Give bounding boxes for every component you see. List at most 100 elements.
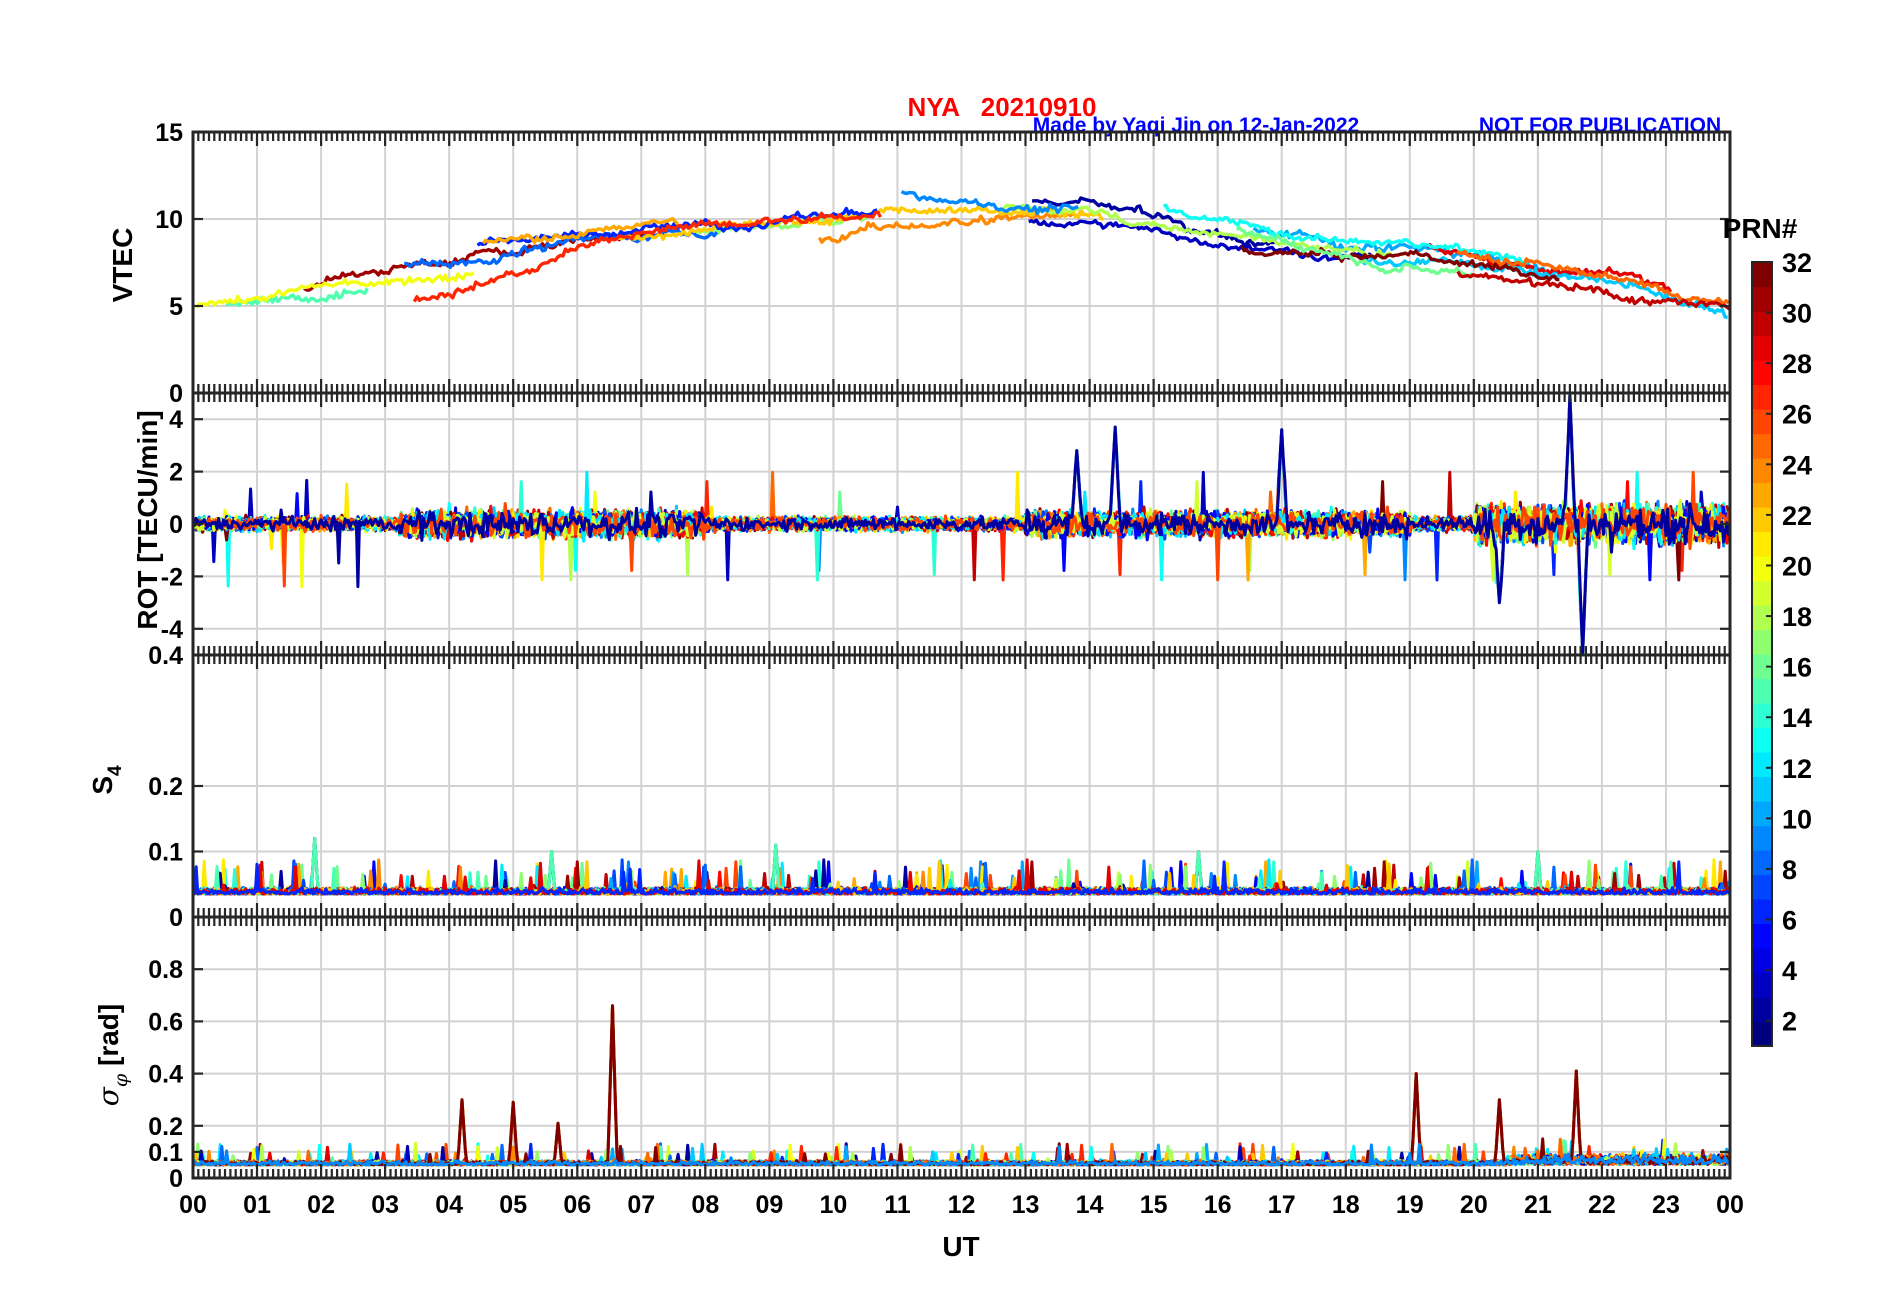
x-tick-label: 20 — [1460, 1191, 1488, 1219]
colorbar-tick-label: 28 — [1782, 349, 1812, 379]
colorbar-segment — [1752, 580, 1772, 606]
colorbar-segment — [1752, 752, 1772, 778]
vtec-series-prn-24 — [817, 209, 1085, 244]
colorbar-tick-label: 32 — [1782, 248, 1812, 278]
colorbar-segment — [1752, 923, 1772, 949]
colorbar-segment — [1752, 482, 1772, 508]
x-tick-label: 19 — [1396, 1191, 1424, 1219]
x-axis-label: UT — [942, 1231, 979, 1262]
rot-y-tick-label: 0 — [169, 511, 183, 539]
x-tick-label: 23 — [1652, 1191, 1680, 1219]
x-tick-label: 02 — [307, 1191, 335, 1219]
colorbar-tick-label: 18 — [1782, 602, 1812, 632]
x-tick-label: 14 — [1076, 1191, 1104, 1219]
rot-y-tick-label: 4 — [169, 406, 183, 434]
colorbar-segment — [1752, 703, 1772, 729]
rot-y-tick-label: -2 — [161, 563, 183, 591]
colorbar-segment — [1752, 286, 1772, 312]
x-tick-label: 05 — [499, 1191, 527, 1219]
svg-text:S4: S4 — [87, 765, 126, 795]
vtec-y-tick-label: 5 — [169, 293, 183, 321]
x-tick-label: 07 — [627, 1191, 655, 1219]
chart-title: NYA 20210910 — [908, 92, 1097, 122]
colorbar-box — [1751, 261, 1773, 1047]
colorbar-segment — [1752, 433, 1772, 459]
x-axis-ticks: 00 01 02 03 04 05 06 07 08 09 10 11 12 13 14 15 16 17 18 19… — [179, 1191, 1744, 1219]
sigma-ylabel: σφ [rad] — [92, 1004, 132, 1106]
colorbar-segment — [1752, 409, 1772, 435]
colorbar-tick-label: 8 — [1782, 855, 1797, 885]
colorbar-segment — [1752, 311, 1772, 337]
vtec-series-prn-9 — [900, 190, 1079, 216]
x-tick-label: 00 — [1716, 1191, 1744, 1219]
colorbar-segment — [1752, 972, 1772, 998]
x-tick-label: 12 — [948, 1191, 976, 1219]
colorbar-tick-label: 12 — [1782, 754, 1812, 784]
rot-panel: -4 -2 0 2 4 — [161, 391, 1732, 657]
s4-ylabel-sub: 4 — [105, 765, 126, 776]
s4-series-prn-6 — [193, 860, 1730, 896]
x-tick-label: 13 — [1012, 1191, 1040, 1219]
sigma-y-tick-label: 0.2 — [148, 1113, 183, 1141]
s4-y-tick-label: 0.1 — [148, 839, 183, 867]
s4-x-ticks — [191, 655, 1732, 917]
vtec-series-prn-2 — [1031, 196, 1276, 249]
colorbar-segment — [1752, 997, 1772, 1023]
colorbar-segment — [1752, 654, 1772, 680]
colorbar-segment — [1752, 629, 1772, 655]
x-tick-label: 11 — [884, 1191, 911, 1219]
colorbar-segment — [1752, 1021, 1772, 1047]
colorbar-tick-label: 30 — [1782, 299, 1812, 329]
sigma-ylabel-sub: φ — [110, 1073, 132, 1087]
rot-x-ticks — [191, 393, 1732, 655]
s4-panel: 0 0.1 0.2 0.4 — [148, 642, 1732, 932]
vtec-series-prn-32 — [1240, 245, 1560, 282]
vtec-panel: 0 5 10 15 — [155, 119, 1732, 408]
sigma-y-tick-label: 0.8 — [148, 956, 183, 984]
vtec-series-prn-27 — [412, 210, 883, 303]
colorbar-tick-label: 4 — [1782, 956, 1797, 986]
colorbar-title: PRN# — [1723, 213, 1798, 244]
s4-ylabel-main: S — [87, 776, 118, 795]
colorbar-segment — [1752, 678, 1772, 704]
sigma-x-ticks — [191, 917, 1732, 1178]
vtec-series-prn-23 — [481, 216, 680, 245]
s4-series-group — [193, 836, 1730, 896]
colorbar-segment — [1752, 850, 1772, 876]
colorbar-segment — [1752, 531, 1772, 557]
vtec-series-prn-3 — [1028, 218, 1373, 263]
colorbar-tick-label: 16 — [1782, 653, 1812, 683]
x-tick-label: 17 — [1268, 1191, 1296, 1219]
x-tick-label: 21 — [1524, 1191, 1552, 1219]
sigma-ylabel-unit: [rad] — [93, 1004, 124, 1074]
x-tick-label: 09 — [755, 1191, 783, 1219]
colorbar-tick-label: 14 — [1782, 703, 1812, 733]
colorbar-tick-label: 10 — [1782, 804, 1812, 834]
s4-y-tick-label: 0.2 — [148, 773, 183, 801]
vtec-series-prn-8 — [404, 228, 719, 269]
vtec-y-tick-label: 10 — [155, 206, 183, 234]
vtec-series-prn-13 — [1162, 203, 1531, 266]
x-tick-label: 22 — [1588, 1191, 1616, 1219]
svg-text:σφ [rad]: σφ [rad] — [92, 1004, 132, 1106]
sigma-y-tick-label: 0.1 — [148, 1139, 183, 1167]
x-tick-label: 10 — [820, 1191, 848, 1219]
sigma-y-tick-label: 0.4 — [148, 1061, 183, 1089]
x-tick-label: 03 — [371, 1191, 399, 1219]
x-tick-label: 08 — [691, 1191, 719, 1219]
rot-series-group — [193, 394, 1730, 654]
x-tick-label: 16 — [1204, 1191, 1232, 1219]
colorbar-tick-label: 20 — [1782, 551, 1812, 581]
x-tick-label: 15 — [1140, 1191, 1168, 1219]
vtec-series-prn-30 — [1456, 270, 1730, 311]
vtec-y-tick-label: 0 — [169, 380, 183, 408]
colorbar-tick-label: 26 — [1782, 400, 1812, 430]
colorbar-segment — [1752, 874, 1772, 900]
vtec-series-group — [195, 190, 1730, 320]
colorbar-tick-label: 2 — [1782, 1007, 1797, 1037]
colorbar-tick-label: 22 — [1782, 501, 1812, 531]
s4-y-tick-label: 0 — [169, 904, 183, 932]
sigma-y-tick-label: 0 — [169, 1165, 183, 1193]
